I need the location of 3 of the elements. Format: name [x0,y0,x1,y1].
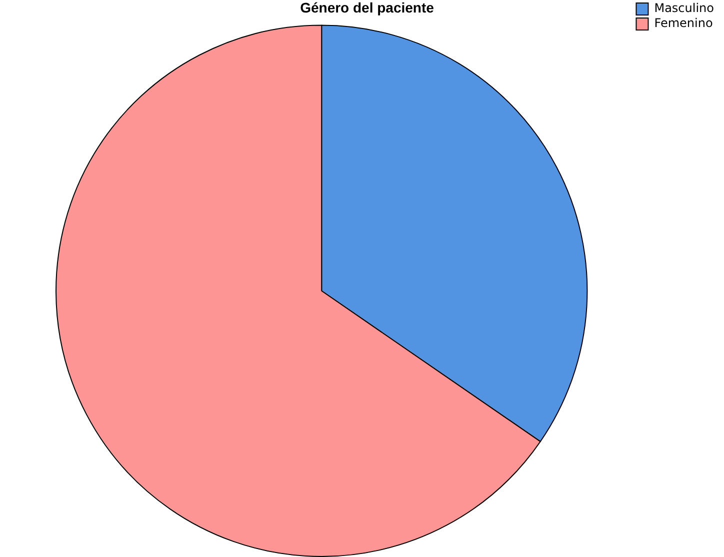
legend-label: Masculino [654,1,714,16]
legend-label: Femenino [654,16,713,30]
chart-title: Género del paciente [300,0,434,16]
